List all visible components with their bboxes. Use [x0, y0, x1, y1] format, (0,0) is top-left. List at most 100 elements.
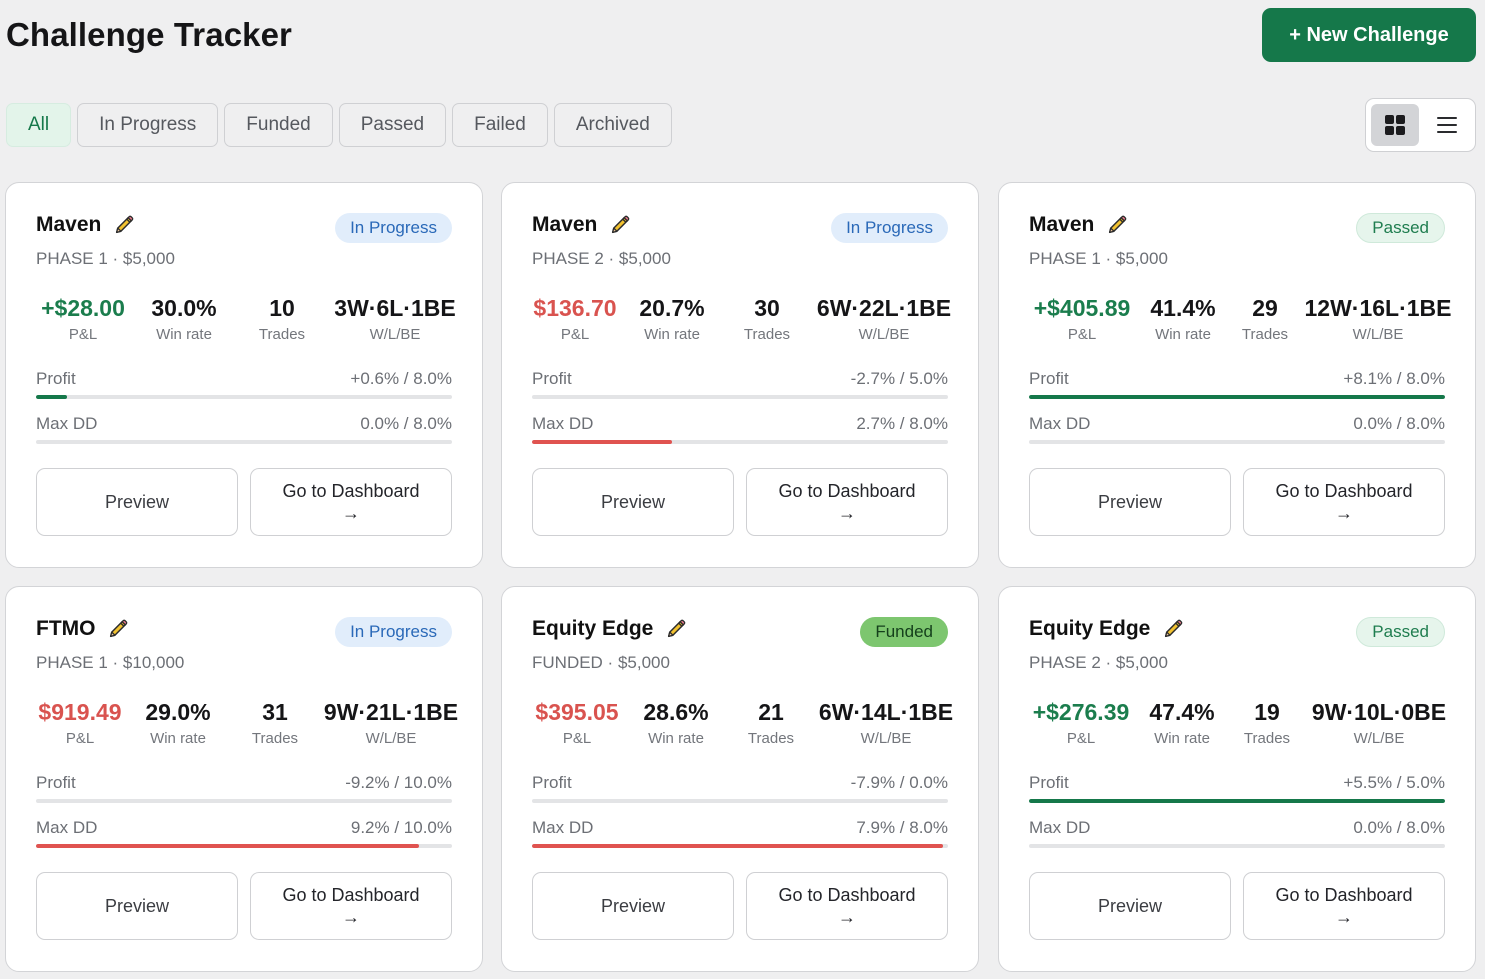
dashboard-label: Go to Dashboard [282, 885, 420, 905]
profit-label: Profit [36, 773, 76, 792]
stat-wlbe: 9W·10L·0BE W/L/BE [1312, 699, 1446, 747]
trades-value: 19 [1254, 699, 1280, 725]
list-view-button[interactable] [1423, 104, 1471, 146]
stat-wlbe: 9W·21L·1BE W/L/BE [324, 699, 458, 747]
wlbe-value: 3W·6L·1BE [334, 295, 456, 321]
go-to-dashboard-button[interactable]: Go to Dashboard → [250, 872, 452, 940]
profit-progress: Profit +0.6% / 8.0% [36, 369, 452, 399]
profit-value: +0.6% / 8.0% [350, 369, 452, 388]
challenge-name-row: Maven [36, 213, 135, 237]
status-badge: In Progress [335, 617, 452, 647]
preview-button[interactable]: Preview [1029, 872, 1231, 940]
profit-value: -2.7% / 5.0% [850, 369, 948, 388]
profit-bar-track [36, 799, 452, 803]
max-dd-value: 2.7% / 8.0% [856, 414, 948, 433]
filter-all[interactable]: All [6, 103, 72, 147]
max-dd-label: Max DD [1029, 818, 1091, 837]
profit-label: Profit [36, 369, 76, 388]
profit-bar-track [1029, 799, 1445, 803]
filter-funded[interactable]: Funded [224, 103, 333, 147]
win-rate-label: Win rate [156, 326, 212, 343]
stat-pnl: $395.05 P&L [535, 699, 618, 747]
profit-label: Profit [1029, 773, 1069, 792]
filter-in-progress[interactable]: In Progress [77, 103, 219, 147]
status-filter-tabs: All In Progress Funded Passed Failed Arc… [6, 103, 672, 147]
wlbe-label: W/L/BE [365, 730, 417, 747]
max-dd-value: 9.2% / 10.0% [350, 818, 452, 837]
max-dd-progress: Max DD 2.7% / 8.0% [532, 414, 948, 444]
wlbe-label: W/L/BE [858, 326, 910, 343]
challenge-name-row: Equity Edge [1029, 617, 1184, 641]
stat-trades: 10 Trades [259, 295, 305, 343]
pnl-label: P&L [562, 730, 592, 747]
filter-passed[interactable]: Passed [338, 103, 447, 147]
grid-view-button[interactable] [1371, 104, 1419, 146]
wlbe-label: W/L/BE [369, 326, 421, 343]
wlbe-value: 9W·10L·0BE [1311, 699, 1447, 725]
profit-progress: Profit +5.5% / 5.0% [1029, 773, 1445, 803]
stat-win-rate: 30.0% Win rate [151, 295, 216, 343]
max-dd-bar-track [532, 440, 948, 444]
trades-label: Trades [1241, 326, 1289, 343]
pencil-icon[interactable] [1106, 214, 1128, 236]
pencil-icon[interactable] [107, 618, 129, 640]
go-to-dashboard-button[interactable]: Go to Dashboard → [746, 468, 948, 536]
pnl-label: P&L [1067, 326, 1097, 343]
go-to-dashboard-button[interactable]: Go to Dashboard → [1243, 872, 1445, 940]
trades-value: 10 [269, 295, 295, 321]
pnl-label: P&L [65, 730, 95, 747]
win-rate-label: Win rate [1154, 730, 1210, 747]
go-to-dashboard-button[interactable]: Go to Dashboard → [746, 872, 948, 940]
pencil-icon[interactable] [609, 214, 631, 236]
new-challenge-button[interactable]: + New Challenge [1262, 8, 1476, 62]
go-to-dashboard-button[interactable]: Go to Dashboard → [250, 468, 452, 536]
stats-row: +$28.00 P&L 30.0% Win rate 10 Trades 3W·… [36, 295, 456, 347]
filter-archived[interactable]: Archived [553, 103, 672, 147]
trades-value: 30 [754, 295, 780, 321]
filter-failed[interactable]: Failed [452, 103, 548, 147]
challenge-name-row: Equity Edge [532, 617, 687, 641]
wlbe-label: W/L/BE [860, 730, 912, 747]
challenge-name: Equity Edge [532, 617, 654, 640]
profit-bar-fill [1029, 799, 1445, 803]
pencil-icon[interactable] [665, 618, 687, 640]
arrow-right-icon: → [342, 503, 360, 523]
profit-progress: Profit +8.1% / 8.0% [1029, 369, 1445, 399]
arrow-right-icon: → [1335, 503, 1353, 523]
win-rate-value: 20.7% [639, 295, 705, 321]
pencil-icon[interactable] [113, 214, 135, 236]
pencil-icon[interactable] [1162, 618, 1184, 640]
profit-bar-fill [1029, 395, 1445, 399]
page-header: Challenge Tracker + New Challenge [6, 0, 1476, 70]
win-rate-value: 41.4% [1150, 295, 1216, 321]
stat-pnl: $919.49 P&L [38, 699, 121, 747]
arrow-right-icon: → [838, 503, 856, 523]
trades-value: 29 [1252, 295, 1278, 321]
list-icon [1437, 117, 1457, 133]
preview-button[interactable]: Preview [532, 468, 734, 536]
max-dd-bar-track [1029, 844, 1445, 848]
preview-button[interactable]: Preview [36, 872, 238, 940]
stat-wlbe: 12W·16L·1BE W/L/BE [1305, 295, 1452, 343]
pnl-value: +$405.89 [1033, 295, 1131, 321]
profit-bar-track [532, 395, 948, 399]
status-badge: Funded [860, 617, 948, 647]
challenge-card: Maven In Progress PHASE 1 · $5,000 +$28.… [5, 182, 483, 568]
go-to-dashboard-button[interactable]: Go to Dashboard → [1243, 468, 1445, 536]
stat-pnl: $136.70 P&L [533, 295, 616, 343]
wlbe-value: 9W·21L·1BE [323, 699, 459, 725]
challenge-name-row: Maven [1029, 213, 1128, 237]
preview-button[interactable]: Preview [1029, 468, 1231, 536]
challenge-card: Maven Passed PHASE 1 · $5,000 +$405.89 P… [998, 182, 1476, 568]
max-dd-bar-track [532, 844, 948, 848]
max-dd-value: 0.0% / 8.0% [1353, 414, 1445, 433]
profit-bar-track [532, 799, 948, 803]
challenge-card: FTMO In Progress PHASE 1 · $10,000 $919.… [5, 586, 483, 972]
arrow-right-icon: → [342, 907, 360, 927]
preview-button[interactable]: Preview [36, 468, 238, 536]
max-dd-bar-track [36, 440, 452, 444]
win-rate-value: 28.6% [643, 699, 709, 725]
pnl-label: P&L [1066, 730, 1096, 747]
preview-button[interactable]: Preview [532, 872, 734, 940]
trades-label: Trades [258, 326, 306, 343]
